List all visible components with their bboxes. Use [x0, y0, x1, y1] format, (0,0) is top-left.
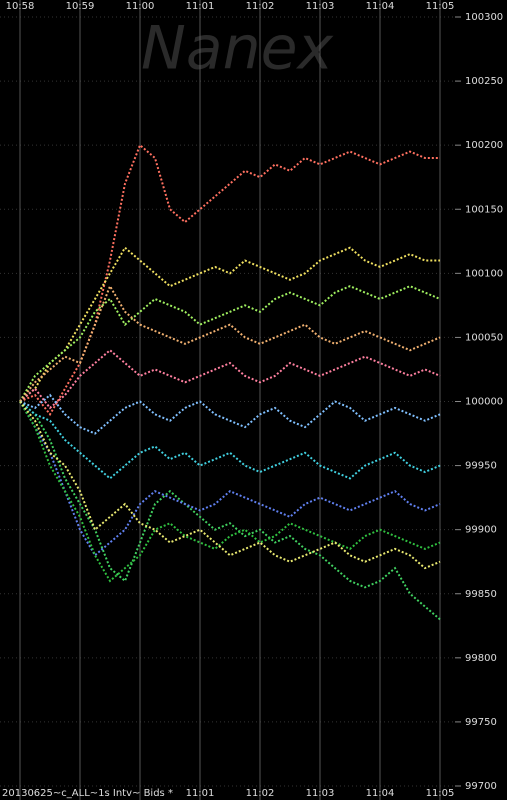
- x-tick-label: 11:03: [306, 788, 335, 799]
- series-line: [19, 285, 441, 403]
- x-tick-label: 11:01: [186, 788, 215, 799]
- y-tick-label: 99950: [465, 461, 497, 472]
- y-tick-label: 100150: [465, 204, 503, 215]
- y-tick-label: 100100: [465, 268, 503, 279]
- series-line: [19, 143, 440, 417]
- y-tick-label: 100300: [465, 12, 503, 23]
- series-line: [19, 246, 440, 403]
- series-line: [19, 393, 441, 435]
- y-tick-label: 99750: [465, 717, 497, 728]
- y-tick-label: 100000: [465, 397, 503, 408]
- series-line: [19, 283, 441, 403]
- y-tick-label: 99700: [465, 781, 497, 792]
- x-tick-label: 11:01: [186, 1, 215, 12]
- y-tick-label: 100200: [465, 140, 503, 151]
- series-line: [19, 348, 441, 410]
- x-tick-label: 10:59: [66, 1, 95, 12]
- y-tick-label: 100250: [465, 76, 503, 87]
- series-line: [19, 400, 441, 583]
- x-tick-label: 11:04: [366, 788, 395, 799]
- x-tick-label: 11:04: [366, 1, 395, 12]
- series-line: [19, 400, 441, 570]
- x-tick-label: 11:00: [126, 1, 155, 12]
- series-line: [19, 400, 441, 557]
- y-tick-label: 99800: [465, 653, 497, 664]
- x-tick-label: 11:02: [246, 788, 275, 799]
- x-tick-label: 11:02: [246, 1, 275, 12]
- x-tick-label: 11:05: [426, 1, 455, 12]
- x-tick-label: 10:58: [6, 1, 35, 12]
- y-tick-label: 99850: [465, 589, 497, 600]
- footer: 20130625~c_ALL~1s Intv~ Bids *: [2, 788, 173, 799]
- y-tick-label: 100050: [465, 332, 503, 343]
- series-line: [19, 400, 441, 621]
- watermark: Nanex: [141, 14, 334, 84]
- x-tick-label: 11:05: [426, 788, 455, 799]
- series-line: [19, 400, 441, 480]
- y-tick-label: 99900: [465, 525, 497, 536]
- x-tick-label: 11:03: [306, 1, 335, 12]
